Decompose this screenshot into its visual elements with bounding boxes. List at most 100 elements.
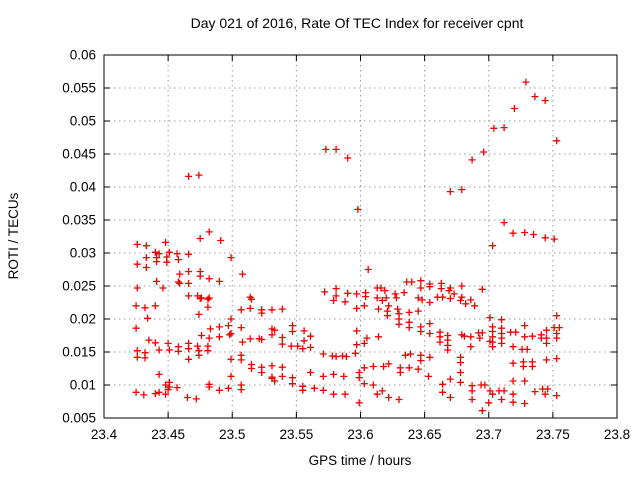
data-point-marker <box>258 336 266 343</box>
data-point-marker <box>185 172 193 180</box>
data-point-marker <box>460 332 468 340</box>
data-point-marker <box>530 231 538 238</box>
data-point-marker <box>543 339 550 347</box>
data-point-marker <box>299 386 307 394</box>
y-tick-label: 0.02 <box>70 312 96 327</box>
data-point-marker <box>426 353 434 361</box>
data-point-marker <box>289 322 296 330</box>
data-point-marker <box>478 285 486 293</box>
data-point-marker <box>176 279 184 287</box>
data-point-marker <box>417 357 425 365</box>
data-point-marker <box>458 282 466 290</box>
data-point-marker <box>485 399 493 407</box>
data-point-marker <box>183 394 191 401</box>
data-point-marker <box>287 342 295 350</box>
data-point-marker <box>457 369 464 376</box>
data-point-marker <box>553 355 561 363</box>
data-point-marker <box>299 345 307 353</box>
data-point-marker <box>145 336 153 344</box>
data-point-marker <box>426 299 434 306</box>
data-point-marker <box>140 391 148 399</box>
data-point-marker <box>342 353 350 361</box>
data-point-marker <box>500 387 508 395</box>
data-point-marker <box>458 293 466 301</box>
data-point-marker <box>509 359 517 367</box>
data-point-marker <box>319 350 327 358</box>
data-point-marker <box>205 383 213 391</box>
data-point-marker <box>307 332 314 340</box>
data-point-marker <box>450 290 458 298</box>
data-point-marker <box>417 284 425 292</box>
data-point-marker <box>467 333 475 341</box>
data-point-marker <box>426 320 434 328</box>
data-point-marker <box>307 369 314 376</box>
y-tick-label: 0.005 <box>62 411 96 426</box>
data-point-marker <box>360 339 368 347</box>
data-point-marker <box>480 148 488 156</box>
data-point-marker <box>185 279 193 287</box>
chart-title: Day 021 of 2016, Rate Of TEC Index for r… <box>191 15 524 31</box>
data-point-marker <box>340 372 348 380</box>
data-point-marker <box>155 388 163 396</box>
data-point-marker <box>380 363 388 370</box>
y-tick-label: 0.06 <box>70 48 96 63</box>
data-point-marker <box>436 338 444 346</box>
data-point-marker <box>394 305 402 313</box>
data-point-marker <box>555 324 563 332</box>
data-point-marker <box>489 343 497 351</box>
x-tick-label: 23.8 <box>604 427 630 442</box>
y-tick-label: 0.01 <box>70 378 96 393</box>
data-point-marker <box>194 342 202 350</box>
data-point-marker <box>377 284 385 292</box>
data-point-marker <box>195 171 203 179</box>
data-point-marker <box>278 372 286 380</box>
data-point-marker <box>490 124 498 132</box>
data-point-marker <box>319 372 327 380</box>
data-point-marker <box>437 285 445 293</box>
data-point-marker <box>237 324 245 332</box>
y-tick-label: 0.05 <box>70 114 96 129</box>
data-point-marker <box>498 316 506 324</box>
data-point-marker <box>362 293 370 301</box>
data-point-marker <box>133 284 141 292</box>
data-point-marker <box>133 347 141 355</box>
data-point-marker <box>373 390 381 398</box>
data-point-marker <box>322 145 330 153</box>
data-point-marker <box>378 387 386 395</box>
data-point-marker <box>553 392 561 400</box>
data-point-marker <box>467 343 475 351</box>
data-point-marker <box>155 370 163 378</box>
data-point-marker <box>353 341 361 349</box>
data-point-marker <box>205 275 213 283</box>
data-point-marker <box>246 304 254 312</box>
data-point-marker <box>185 345 193 353</box>
y-tick-label: 0.055 <box>62 81 96 96</box>
data-point-marker <box>353 290 361 298</box>
data-point-marker <box>185 250 193 258</box>
data-point-marker <box>195 310 203 318</box>
data-point-marker <box>174 256 182 264</box>
data-point-marker <box>239 270 246 278</box>
data-point-marker <box>426 283 434 291</box>
data-point-marker <box>268 306 276 314</box>
axes-frame-layer <box>103 54 618 419</box>
data-point-marker <box>509 377 517 385</box>
data-point-marker <box>396 369 404 376</box>
data-point-marker <box>405 324 413 332</box>
data-point-marker <box>400 289 408 297</box>
data-point-marker <box>446 394 454 401</box>
data-point-marker <box>471 302 479 310</box>
data-point-marker <box>196 235 204 242</box>
data-point-marker <box>381 287 389 295</box>
data-point-marker <box>132 324 140 332</box>
data-point-marker <box>478 329 486 337</box>
x-tick-label: 23.4 <box>91 427 118 442</box>
data-point-marker <box>541 234 549 242</box>
data-point-marker <box>163 258 171 266</box>
y-axis-label: ROTI / TECUs <box>6 192 21 279</box>
data-point-marker <box>414 307 422 315</box>
data-point-marker <box>215 323 223 331</box>
data-point-marker <box>278 334 286 341</box>
data-point-marker <box>489 390 497 398</box>
